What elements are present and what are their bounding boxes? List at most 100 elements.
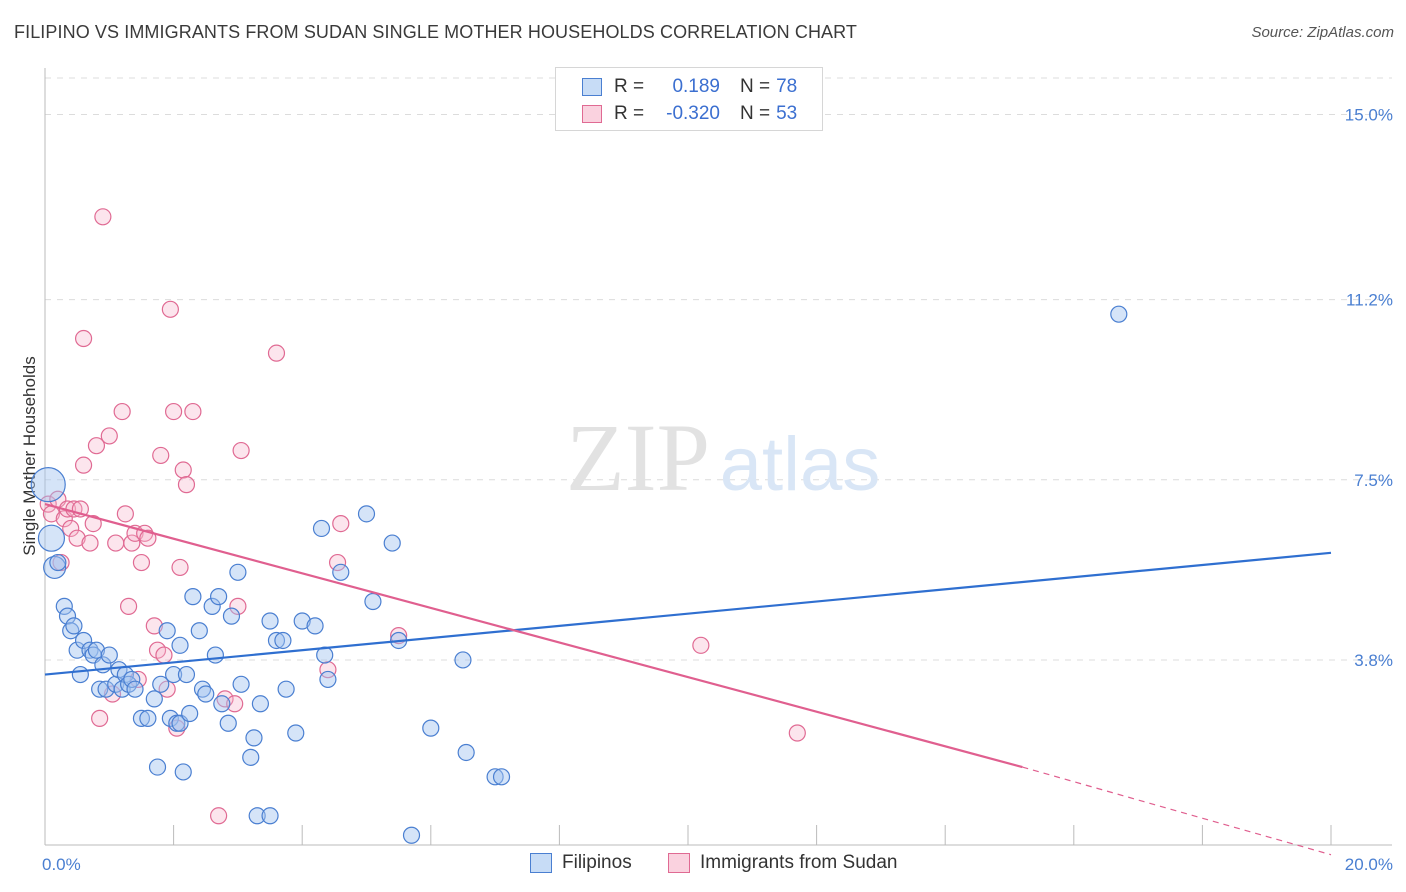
point-sudan — [145, 617, 163, 635]
legend-n-label: N = — [740, 76, 771, 97]
point-filipinos — [261, 807, 279, 825]
point-filipinos — [332, 563, 350, 581]
point-filipinos — [319, 670, 337, 689]
series-filipinos-points — [30, 305, 1128, 844]
point-filipinos — [274, 631, 292, 650]
y-axis-label: Single Mother Households — [20, 356, 39, 555]
point-sudan — [319, 661, 337, 679]
point-sudan — [152, 446, 170, 465]
y-tick-label: 3.8% — [1354, 651, 1393, 670]
point-filipinos — [454, 651, 472, 669]
legend-row-filipinos: R = 0.189 N = 78 — [582, 75, 797, 99]
point-sudan — [132, 553, 151, 572]
point-filipinos — [62, 622, 80, 640]
point-filipinos — [81, 641, 99, 659]
watermark-atlas: atlas — [720, 422, 881, 507]
point-sudan — [161, 300, 179, 318]
point-filipinos — [165, 665, 183, 684]
point-filipinos — [171, 636, 189, 654]
point-sudan — [116, 505, 134, 523]
legend-r-label: R = — [614, 76, 645, 97]
point-filipinos — [232, 675, 250, 693]
point-sudan — [155, 646, 173, 664]
point-filipinos — [158, 622, 176, 640]
point-filipinos — [203, 597, 221, 615]
legend-label-sudan: Immigrants from Sudan — [700, 852, 898, 873]
series-sudan-points — [39, 208, 806, 825]
point-filipinos — [1110, 305, 1128, 323]
point-sudan — [81, 534, 99, 552]
y-tick-label: 15.0% — [1345, 106, 1393, 125]
legend-item-sudan: Immigrants from Sudan — [668, 852, 897, 874]
point-filipinos — [251, 695, 270, 713]
point-sudan — [68, 529, 86, 547]
point-sudan — [210, 807, 228, 825]
point-sudan — [232, 441, 250, 460]
point-sudan — [100, 427, 118, 445]
source-label: Source: ZipAtlas.com — [1251, 24, 1394, 41]
legend-r-label: R = — [614, 103, 645, 124]
point-filipinos — [177, 665, 196, 684]
point-filipinos — [148, 758, 167, 776]
point-filipinos — [37, 524, 66, 552]
point-sudan — [174, 461, 192, 479]
point-sudan — [788, 724, 806, 742]
point-filipinos — [123, 670, 141, 689]
y-tick-label: 7.5% — [1354, 471, 1393, 490]
point-sudan — [94, 208, 112, 226]
point-sudan — [62, 519, 80, 538]
point-sudan — [74, 329, 93, 348]
point-filipinos — [222, 607, 241, 625]
point-filipinos — [261, 612, 279, 630]
point-sudan — [267, 344, 286, 362]
point-sudan — [87, 437, 106, 455]
watermark-zip: ZIP — [566, 404, 710, 511]
legend-row-sudan: R = -0.320 N = 53 — [582, 102, 797, 126]
point-filipinos — [43, 555, 67, 580]
chart-title: FILIPINO VS IMMIGRANTS FROM SUDAN SINGLE… — [14, 22, 858, 42]
point-filipinos — [213, 695, 231, 713]
legend-r-value: 0.189 — [672, 76, 720, 97]
y-tick-label: 11.2% — [1346, 291, 1393, 310]
point-filipinos — [287, 724, 305, 742]
point-sudan — [139, 529, 157, 547]
point-filipinos — [71, 665, 89, 684]
point-sudan — [84, 514, 102, 533]
point-sudan — [74, 456, 93, 474]
point-filipinos — [364, 592, 382, 611]
point-sudan — [216, 690, 234, 708]
point-filipinos — [245, 729, 263, 747]
point-filipinos — [267, 631, 286, 650]
point-filipinos — [181, 704, 199, 723]
correlation-legend: R = 0.189 N = 78 R = -0.320 N = 53 — [555, 67, 823, 131]
legend-swatch-pink — [668, 853, 690, 873]
point-filipinos — [242, 748, 260, 766]
point-filipinos — [152, 675, 170, 693]
trend-line-sudan-extrapolated — [1022, 766, 1332, 856]
legend-swatch-blue — [582, 78, 602, 96]
point-filipinos — [55, 597, 73, 615]
watermark: ZIP atlas — [566, 404, 880, 511]
axes — [44, 68, 1392, 846]
point-filipinos — [229, 563, 247, 581]
point-sudan — [692, 636, 710, 654]
legend-n-label: N = — [740, 103, 771, 124]
point-filipinos — [457, 743, 475, 762]
point-sudan — [129, 670, 147, 689]
point-filipinos — [132, 709, 151, 727]
point-filipinos — [139, 709, 157, 727]
point-sudan — [107, 534, 125, 552]
point-filipinos — [49, 553, 67, 572]
point-filipinos — [174, 763, 192, 781]
point-sudan — [171, 558, 189, 577]
point-filipinos — [312, 519, 331, 538]
point-filipinos — [197, 685, 215, 703]
x-tick-label: 0.0% — [42, 855, 81, 874]
point-filipinos — [190, 622, 208, 640]
trend-line-sudan — [44, 503, 1023, 769]
point-filipinos — [293, 612, 311, 630]
point-filipinos — [492, 768, 511, 786]
point-filipinos — [248, 807, 266, 825]
point-sudan — [113, 402, 131, 421]
